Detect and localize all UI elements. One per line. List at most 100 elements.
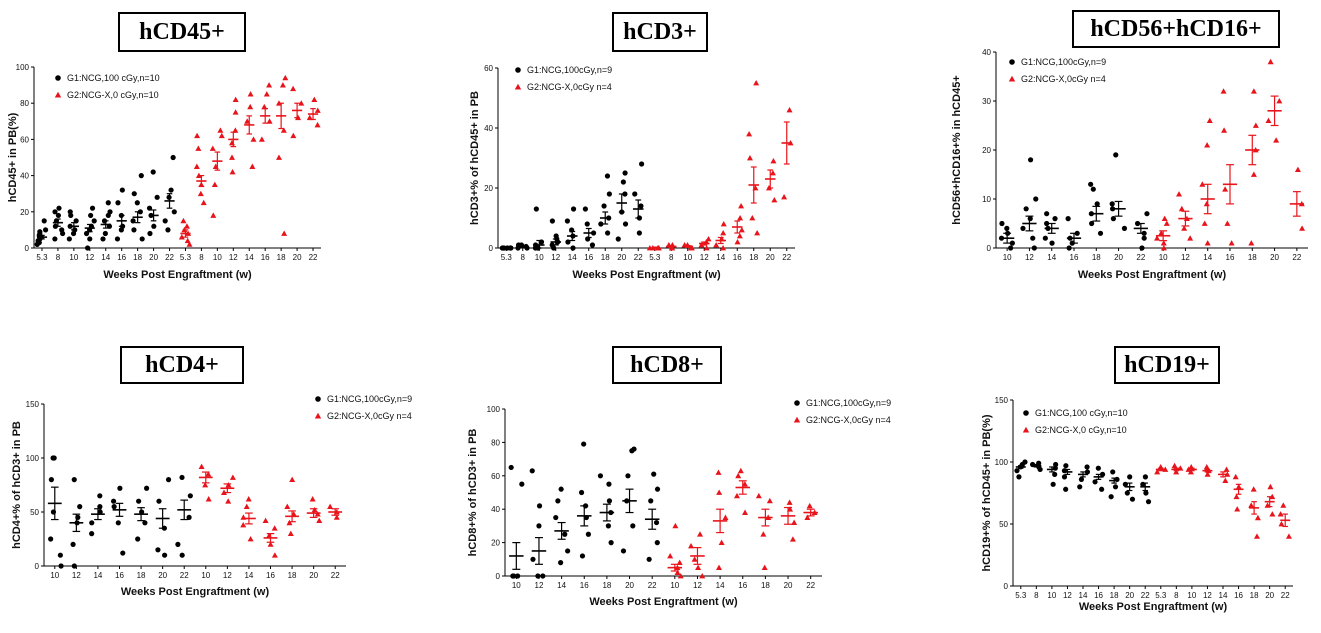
data-point (581, 441, 587, 447)
x-tick-label: 10 (1187, 591, 1196, 600)
data-point (999, 220, 1005, 227)
data-point (806, 502, 813, 509)
data-point (1097, 230, 1104, 236)
y-tick-label: 10 (982, 195, 991, 204)
data-point (620, 179, 626, 185)
data-point (1090, 186, 1096, 192)
y-axis-label: hCD45+ in PB(%) (7, 112, 19, 202)
data-point (186, 514, 192, 521)
x-tick-label: 16 (580, 581, 589, 590)
x-tick-label: 20 (784, 581, 793, 590)
data-point (168, 187, 174, 193)
x-tick-label: 22 (180, 571, 189, 580)
data-point (716, 564, 723, 571)
legend-marker (314, 412, 322, 419)
data-point (58, 563, 64, 569)
data-point (688, 245, 695, 251)
x-tick-label: 10 (50, 571, 59, 580)
panel-title-hcd4: hCD4+ (120, 346, 244, 384)
x-tick-label: 16 (1226, 253, 1235, 262)
data-point (228, 140, 235, 146)
y-tick-label: 100 (995, 458, 1009, 467)
data-point (89, 520, 95, 526)
data-point (789, 536, 796, 542)
data-point (1222, 477, 1229, 483)
data-point (1181, 225, 1188, 231)
data-point (225, 498, 232, 504)
x-tick-label: 10 (1003, 253, 1012, 262)
data-point (205, 496, 212, 502)
x-tick-label: 14 (557, 581, 566, 590)
data-point (42, 227, 49, 233)
data-point (582, 206, 588, 212)
data-point (1053, 461, 1059, 468)
x-tick-label: 5.3 (180, 253, 192, 262)
data-point (225, 482, 232, 488)
data-point (195, 145, 202, 151)
data-point (179, 552, 185, 558)
data-point (120, 550, 126, 556)
data-point (1285, 533, 1292, 539)
x-tick-label: 22 (331, 571, 340, 580)
data-point (1044, 220, 1050, 227)
data-point (229, 154, 236, 160)
data-point (1228, 240, 1235, 246)
data-point (217, 127, 224, 133)
x-tick-label: 20 (309, 571, 318, 580)
data-point (77, 504, 83, 510)
data-point (1178, 205, 1185, 212)
x-tick-label: 12 (223, 571, 232, 580)
y-axis-label: hCD3+% of hCD45+ in PB (469, 91, 481, 225)
data-point (37, 229, 43, 235)
data-point (1030, 235, 1036, 241)
data-point (585, 531, 592, 537)
data-point (115, 520, 121, 526)
x-tick-label: 10 (1047, 591, 1056, 600)
data-point (250, 136, 257, 142)
x-tick-label: 20 (1114, 253, 1123, 262)
data-point (139, 236, 145, 242)
data-point (508, 464, 514, 471)
x-tick-label: 18 (133, 253, 142, 262)
data-point (738, 227, 745, 233)
data-point (553, 233, 559, 239)
data-point (1269, 511, 1276, 517)
data-point (713, 242, 720, 248)
data-point (584, 221, 590, 227)
data-point (258, 136, 265, 142)
data-point (1063, 463, 1069, 469)
data-point (511, 573, 517, 579)
data-point (746, 131, 753, 137)
data-point (48, 536, 54, 542)
x-tick-label: 10 (670, 581, 679, 590)
x-axis-label: Weeks Post Engraftment (w) (1079, 601, 1228, 613)
data-point (755, 492, 762, 499)
data-point (1204, 471, 1211, 477)
data-point (1088, 181, 1094, 187)
data-point (1144, 211, 1150, 217)
data-point (651, 471, 657, 477)
data-point (1027, 216, 1033, 222)
data-point (232, 109, 239, 115)
x-tick-label: 20 (766, 253, 775, 262)
x-tick-label: 20 (149, 253, 158, 262)
data-point (720, 221, 727, 227)
x-tick-label: 12 (72, 571, 81, 580)
data-point (746, 155, 753, 161)
x-tick-label: 14 (568, 253, 577, 262)
data-point (91, 218, 97, 224)
data-point (636, 230, 642, 236)
data-point (209, 145, 216, 151)
x-tick-label: 10 (213, 253, 222, 262)
data-point (131, 191, 137, 197)
data-point (1267, 483, 1274, 490)
data-point (1234, 506, 1241, 512)
x-tick-label: 5.3 (501, 253, 513, 262)
data-point (187, 493, 193, 499)
data-point (1095, 465, 1101, 471)
y-tick-label: 0 (25, 244, 30, 253)
legend-label: G1:NCG,100cGy,n=9 (806, 398, 891, 408)
data-point (311, 506, 318, 513)
data-point (761, 564, 768, 571)
